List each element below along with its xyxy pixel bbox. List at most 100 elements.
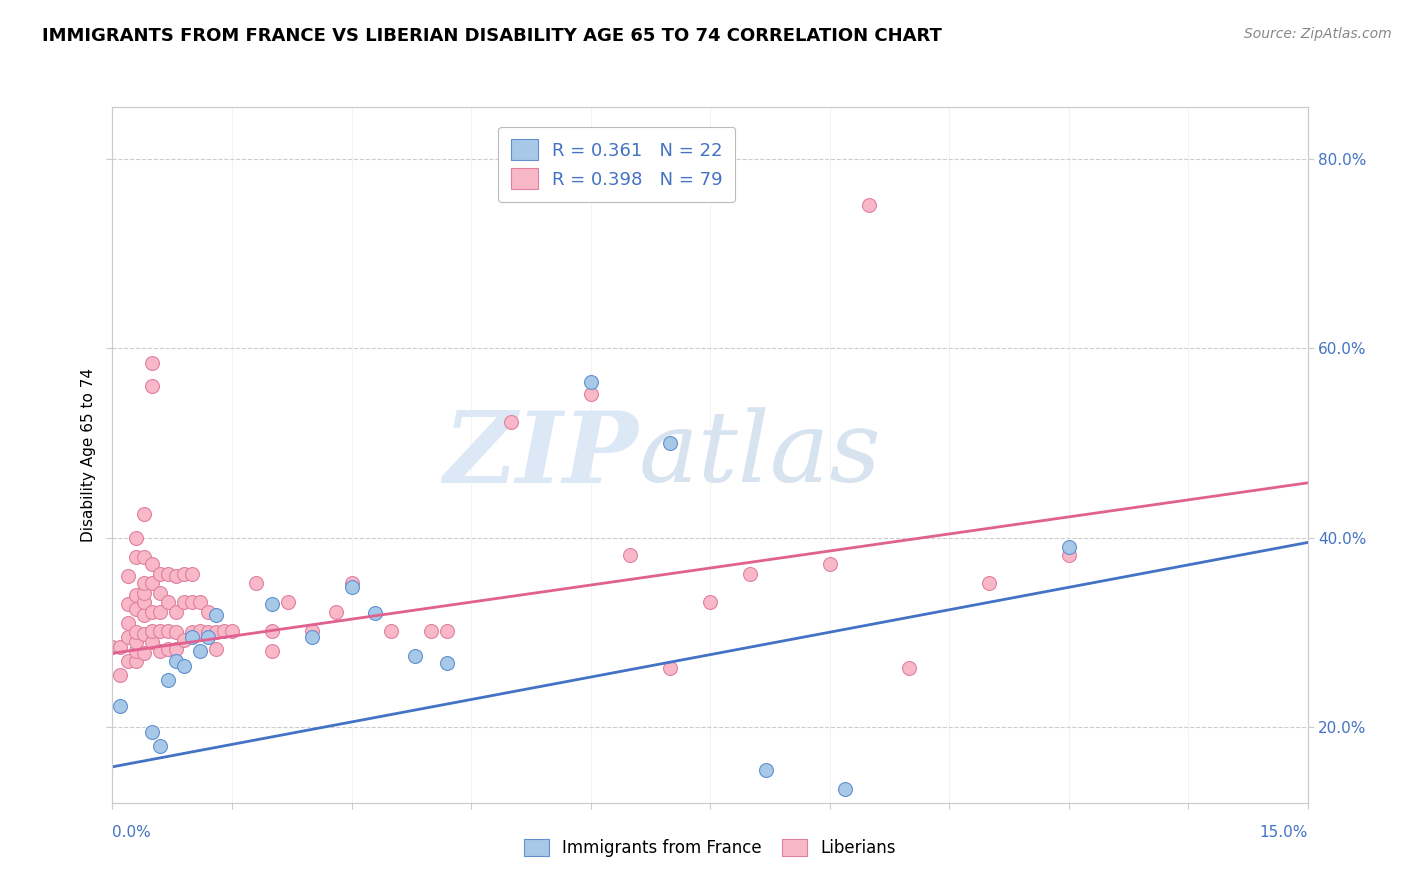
Point bbox=[165, 642, 187, 657]
Point bbox=[898, 661, 921, 675]
Point bbox=[579, 387, 602, 401]
Point bbox=[141, 558, 163, 572]
Point bbox=[165, 654, 187, 668]
Point bbox=[277, 595, 299, 609]
Point bbox=[173, 566, 195, 581]
Point bbox=[141, 605, 163, 619]
Point bbox=[101, 640, 124, 654]
Point bbox=[340, 576, 363, 591]
Point bbox=[110, 668, 132, 682]
Point bbox=[125, 549, 148, 564]
Point bbox=[858, 810, 880, 824]
Point bbox=[260, 644, 283, 658]
Point bbox=[364, 607, 387, 621]
Point bbox=[125, 644, 148, 658]
Point bbox=[110, 640, 132, 654]
Point bbox=[134, 585, 156, 599]
Point bbox=[149, 605, 172, 619]
Point bbox=[117, 597, 139, 611]
Point bbox=[173, 595, 195, 609]
Point bbox=[110, 699, 132, 714]
Point bbox=[165, 605, 187, 619]
Point bbox=[141, 635, 163, 649]
Point bbox=[125, 625, 148, 640]
Point bbox=[221, 624, 243, 638]
Point bbox=[149, 644, 172, 658]
Point bbox=[157, 673, 180, 687]
Point bbox=[125, 654, 148, 668]
Point bbox=[436, 624, 458, 638]
Point bbox=[134, 595, 156, 609]
Point bbox=[134, 608, 156, 623]
Point bbox=[197, 630, 219, 644]
Point bbox=[141, 624, 163, 638]
Point bbox=[1057, 548, 1080, 562]
Point bbox=[404, 649, 426, 664]
Point bbox=[181, 566, 204, 581]
Point bbox=[197, 605, 219, 619]
Point bbox=[699, 595, 721, 609]
Point bbox=[188, 624, 211, 638]
Point bbox=[134, 627, 156, 641]
Text: IMMIGRANTS FROM FRANCE VS LIBERIAN DISABILITY AGE 65 TO 74 CORRELATION CHART: IMMIGRANTS FROM FRANCE VS LIBERIAN DISAB… bbox=[42, 27, 942, 45]
Point bbox=[380, 624, 402, 638]
Point bbox=[181, 630, 204, 644]
Point bbox=[260, 597, 283, 611]
Point bbox=[619, 548, 641, 562]
Point bbox=[134, 549, 156, 564]
Point bbox=[205, 642, 228, 657]
Point bbox=[188, 644, 211, 658]
Point bbox=[301, 624, 323, 638]
Point bbox=[157, 595, 180, 609]
Point bbox=[149, 585, 172, 599]
Point bbox=[197, 625, 219, 640]
Point bbox=[173, 658, 195, 673]
Point bbox=[125, 588, 148, 602]
Point bbox=[260, 624, 283, 638]
Point bbox=[141, 576, 163, 591]
Point bbox=[125, 601, 148, 615]
Point bbox=[755, 763, 778, 777]
Point bbox=[1057, 540, 1080, 554]
Point bbox=[738, 566, 761, 581]
Point bbox=[301, 630, 323, 644]
Text: atlas: atlas bbox=[638, 408, 882, 502]
Point bbox=[834, 781, 856, 796]
Point bbox=[165, 625, 187, 640]
Point bbox=[340, 580, 363, 594]
Text: ZIP: ZIP bbox=[443, 407, 638, 503]
Point bbox=[165, 568, 187, 582]
Point bbox=[205, 625, 228, 640]
Point bbox=[659, 436, 682, 450]
Point bbox=[157, 624, 180, 638]
Point bbox=[149, 566, 172, 581]
Point bbox=[436, 656, 458, 670]
Text: 0.0%: 0.0% bbox=[112, 825, 152, 840]
Point bbox=[141, 379, 163, 393]
Point bbox=[420, 624, 443, 638]
Text: 15.0%: 15.0% bbox=[1260, 825, 1308, 840]
Point bbox=[499, 415, 522, 429]
Point bbox=[173, 632, 195, 647]
Point bbox=[181, 625, 204, 640]
Point bbox=[205, 608, 228, 623]
Point bbox=[134, 576, 156, 591]
Point bbox=[181, 595, 204, 609]
Point bbox=[117, 568, 139, 582]
Point bbox=[157, 642, 180, 657]
Point bbox=[188, 595, 211, 609]
Point bbox=[212, 624, 235, 638]
Point bbox=[134, 646, 156, 660]
Point bbox=[977, 576, 1000, 591]
Point bbox=[117, 615, 139, 630]
Legend: Immigrants from France, Liberians: Immigrants from France, Liberians bbox=[517, 832, 903, 864]
Point bbox=[818, 558, 841, 572]
Text: Source: ZipAtlas.com: Source: ZipAtlas.com bbox=[1244, 27, 1392, 41]
Point bbox=[579, 375, 602, 389]
Point bbox=[245, 576, 267, 591]
Point bbox=[149, 739, 172, 753]
Y-axis label: Disability Age 65 to 74: Disability Age 65 to 74 bbox=[80, 368, 96, 542]
Point bbox=[325, 605, 347, 619]
Point bbox=[141, 356, 163, 370]
Point bbox=[125, 635, 148, 649]
